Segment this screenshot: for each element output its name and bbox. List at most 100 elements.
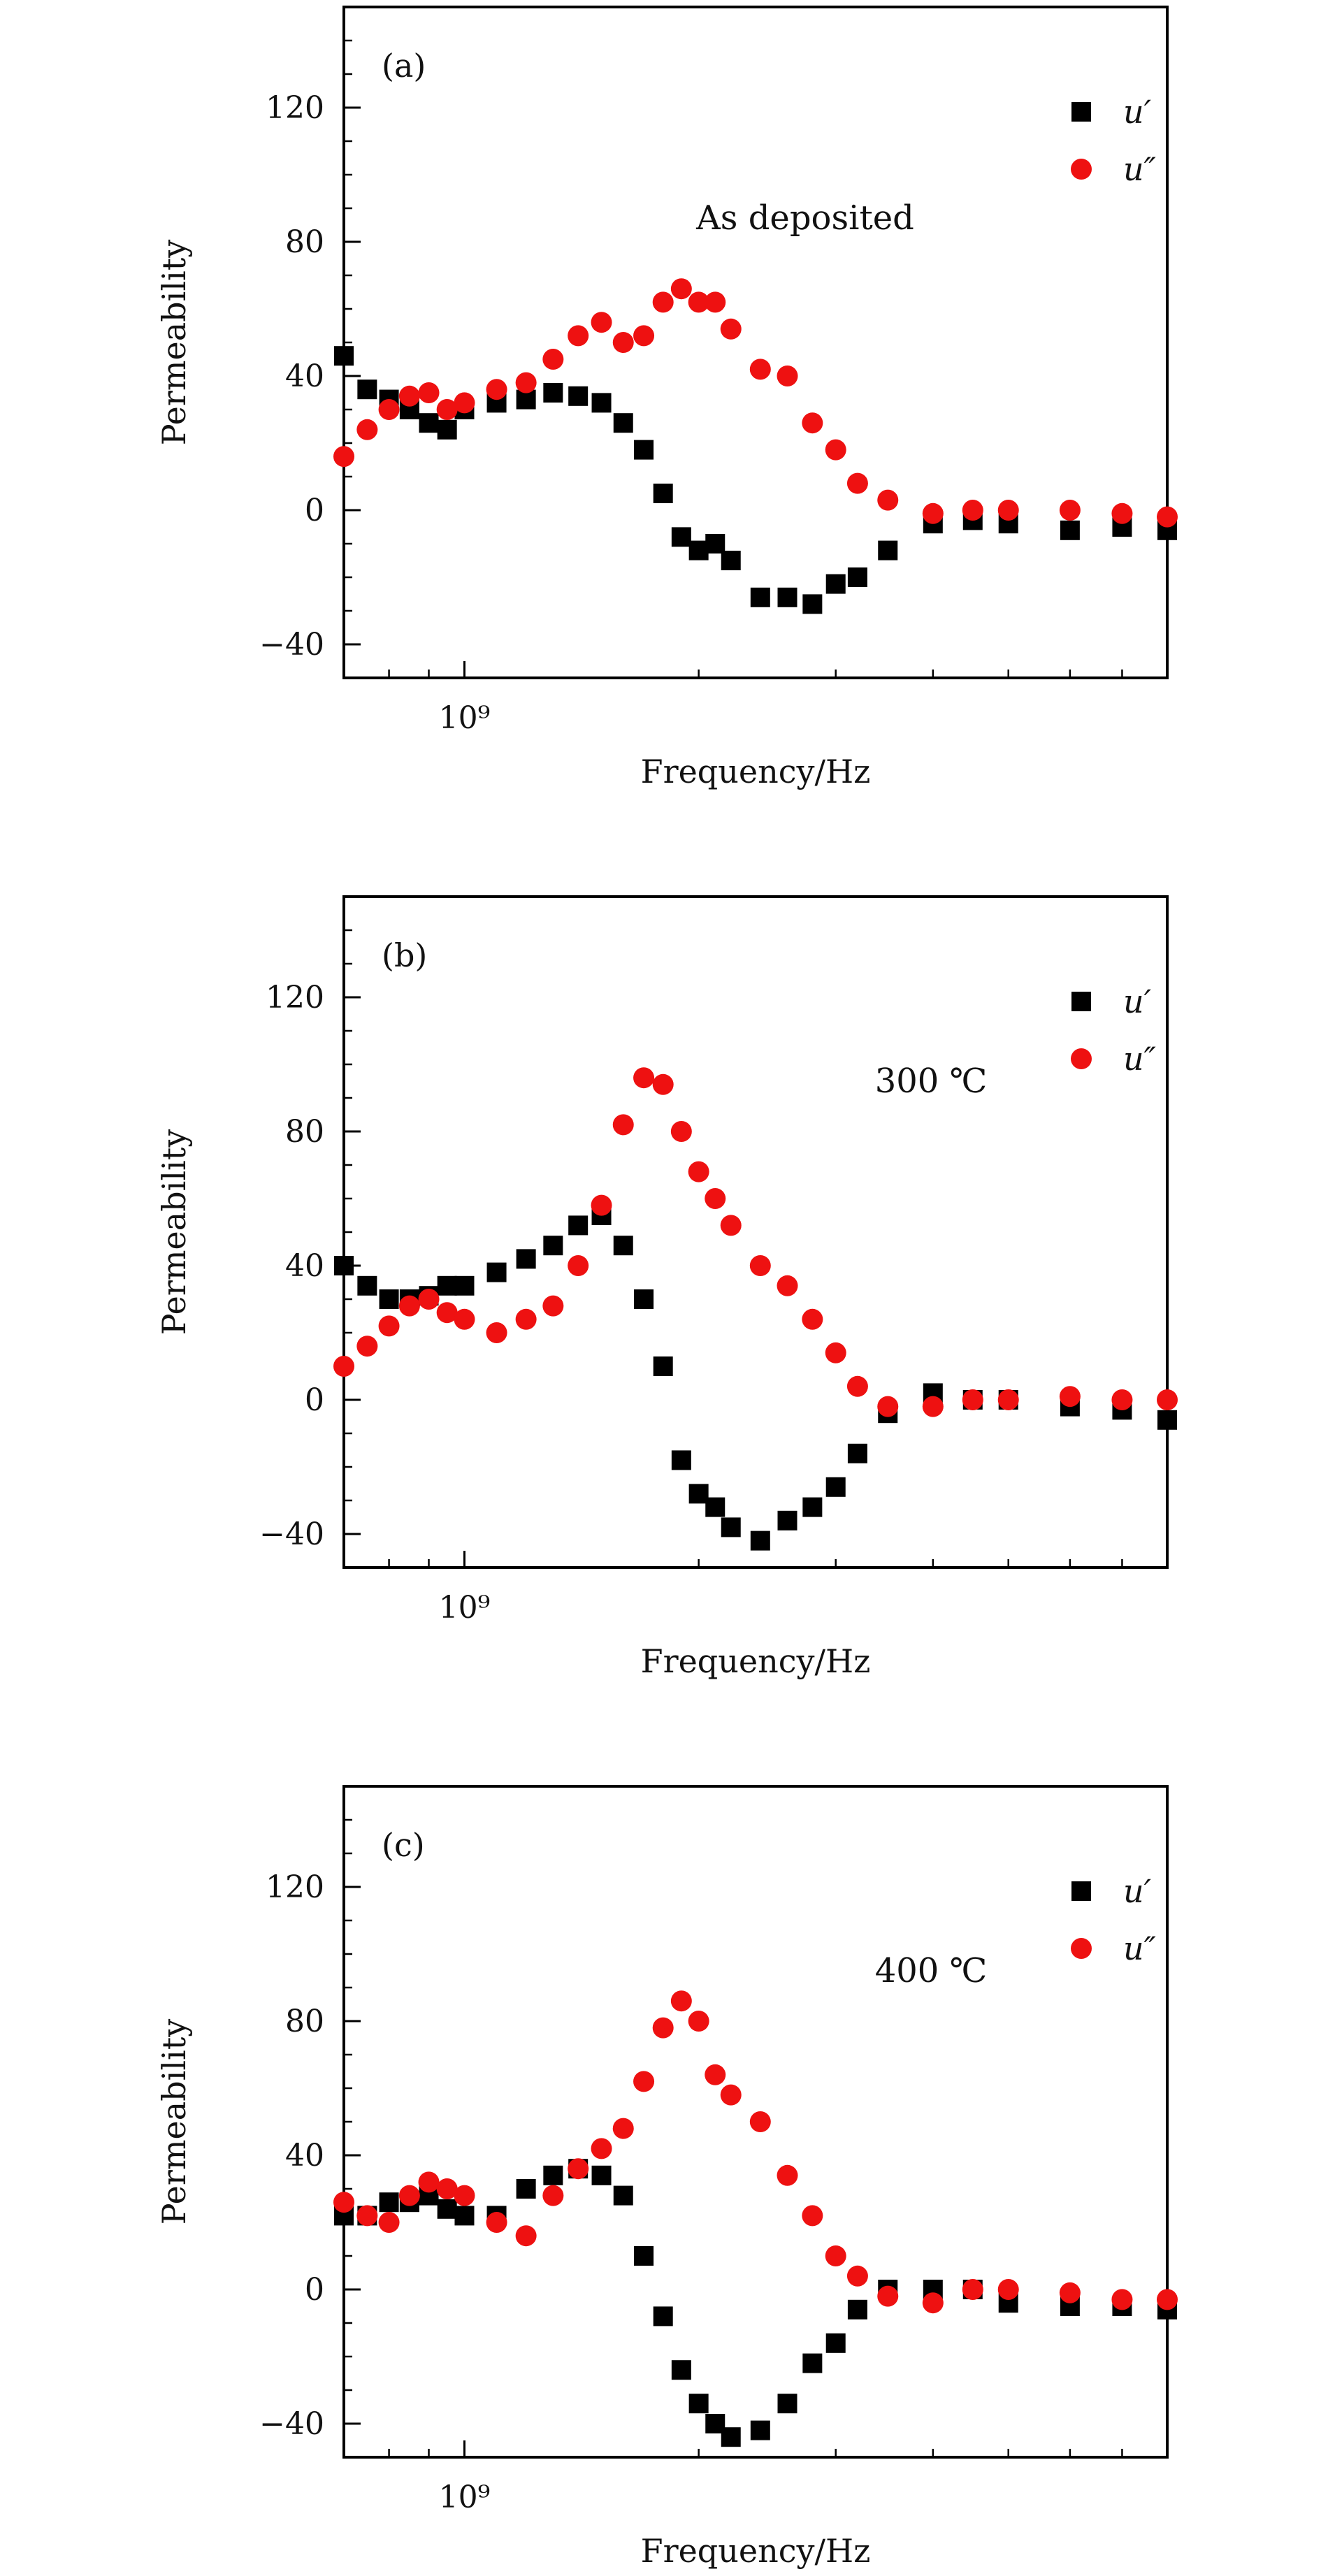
data-point <box>720 1215 742 1236</box>
data-point <box>922 2292 944 2314</box>
data-point <box>591 2165 612 2185</box>
data-point <box>1111 502 1133 524</box>
data-point <box>486 1262 507 1282</box>
data-point <box>542 2185 564 2206</box>
data-point <box>652 1073 674 1095</box>
data-point <box>997 1389 1019 1410</box>
data-point <box>568 325 589 347</box>
legend-marker-square <box>1071 102 1091 122</box>
data-point <box>591 2138 612 2159</box>
plot-frame <box>342 895 1169 1569</box>
data-point <box>721 2427 741 2447</box>
data-point <box>877 489 899 511</box>
data-point <box>436 399 458 420</box>
data-point <box>825 2333 846 2353</box>
data-point <box>721 1517 741 1537</box>
y-tick-label: 40 <box>285 2138 324 2173</box>
data-point <box>802 1308 823 1330</box>
panel-label: (b) <box>382 936 427 974</box>
data-point <box>454 392 475 414</box>
chart-panel-3: −40 0 40 80 120 10⁹ Frequency/Hz Permeability (c… <box>155 1785 1178 2570</box>
data-point <box>437 1275 457 1296</box>
data-point <box>847 567 867 587</box>
data-point <box>333 2192 354 2213</box>
data-point <box>436 1302 458 1324</box>
data-point <box>720 318 742 340</box>
data-point <box>878 540 898 560</box>
data-point <box>1059 2282 1081 2303</box>
data-point <box>333 1356 354 1377</box>
data-point <box>846 1375 868 1397</box>
data-point <box>750 587 770 607</box>
data-point <box>454 1308 475 1330</box>
legend-label: u′ <box>1123 983 1152 1020</box>
data-point <box>437 419 457 440</box>
data-point <box>877 1396 899 1417</box>
legend-marker-circle <box>1071 1048 1092 1069</box>
data-point <box>777 587 797 607</box>
data-point <box>997 2279 1019 2300</box>
y-tick-label: 120 <box>266 980 324 1015</box>
data-point <box>379 2192 399 2213</box>
series-u-prime <box>334 346 1177 614</box>
condition-annotation: As deposited <box>695 198 914 238</box>
y-axis-title: Permeability <box>155 1129 193 1335</box>
data-point <box>515 372 537 393</box>
data-point <box>653 484 673 503</box>
legend-label: u″ <box>1123 1930 1156 1967</box>
data-point <box>777 2394 797 2414</box>
data-point <box>802 1497 823 1517</box>
legend-marker-square <box>1071 992 1091 1011</box>
data-point <box>1060 520 1080 540</box>
data-point <box>634 440 654 460</box>
data-point <box>612 1114 634 1136</box>
data-point <box>1157 1389 1178 1410</box>
legend-label: u′ <box>1123 1872 1152 1910</box>
data-point <box>454 2185 475 2206</box>
data-point <box>418 1289 440 1310</box>
data-point <box>688 2394 709 2414</box>
data-point <box>613 413 633 433</box>
data-point <box>378 2212 400 2233</box>
data-point <box>653 1356 673 1376</box>
data-point <box>515 2225 537 2247</box>
data-point <box>1059 500 1081 521</box>
y-tick-label: −40 <box>259 1517 324 1552</box>
data-point <box>652 2017 674 2039</box>
data-point <box>750 2420 770 2440</box>
data-point <box>777 2164 798 2186</box>
legend-label: u″ <box>1123 1040 1156 1078</box>
legend-marker-square <box>1071 1881 1091 1901</box>
data-point <box>652 291 674 313</box>
x-axis-title: Frequency/Hz <box>641 1642 871 1680</box>
y-tick-label: 0 <box>305 493 324 528</box>
data-point <box>486 379 507 400</box>
chart-panel-1: −40 0 40 80 120 10⁹ Frequency/Hz Permeability (a… <box>155 6 1178 790</box>
data-point <box>802 412 823 434</box>
plot-frame <box>342 6 1169 679</box>
data-point <box>398 1295 420 1317</box>
x-tick-label: 10⁹ <box>439 700 491 736</box>
data-point <box>670 1121 692 1142</box>
legend-marker-circle <box>1071 159 1092 180</box>
x-axis-title: Frequency/Hz <box>641 2532 871 2570</box>
data-point <box>777 1510 797 1531</box>
y-tick-label: 80 <box>285 224 324 260</box>
y-tick-label: 80 <box>285 2004 324 2039</box>
data-point <box>825 2245 846 2266</box>
legend-label: u′ <box>1123 93 1152 131</box>
data-point <box>802 594 823 614</box>
data-point <box>1111 2289 1133 2310</box>
data-point <box>612 332 634 353</box>
data-point <box>962 1389 983 1410</box>
y-tick-label: 0 <box>305 2272 324 2308</box>
panel-label: (c) <box>382 1826 425 1864</box>
data-point <box>633 2071 655 2092</box>
data-point <box>847 1443 867 1463</box>
data-point <box>379 1289 399 1309</box>
data-point <box>612 2118 634 2139</box>
data-point <box>543 383 563 403</box>
data-point <box>671 527 691 547</box>
data-point <box>705 2064 726 2085</box>
